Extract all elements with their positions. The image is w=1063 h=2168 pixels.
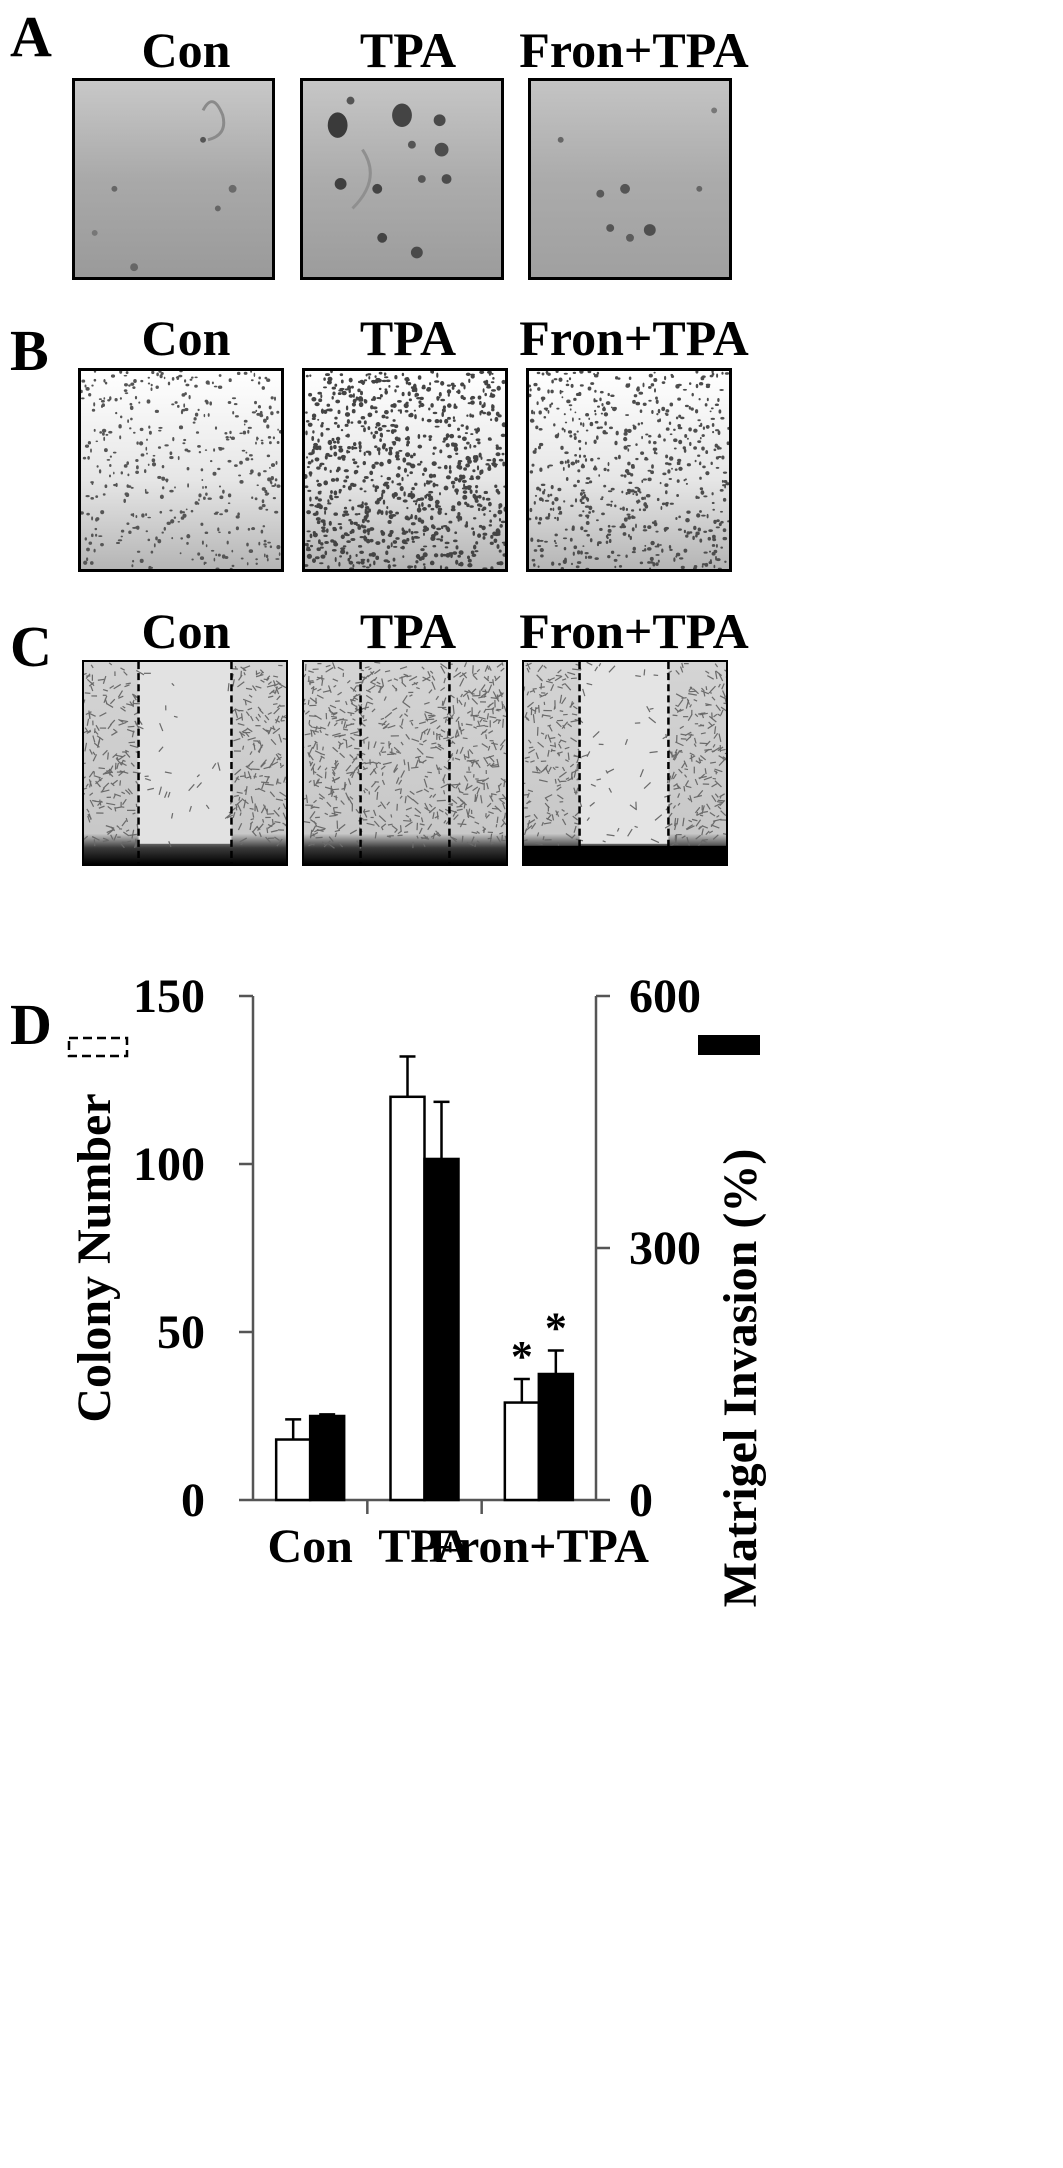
- panel-b-image-tpa: [302, 368, 508, 572]
- bar-filled-1: [423, 1157, 460, 1502]
- bar-open-0: [274, 1438, 312, 1502]
- panel-c-image-fron-tpa: [522, 660, 728, 866]
- x-tick-label-1: TPA: [378, 1520, 471, 1573]
- panel-d-letter: D: [10, 992, 52, 1057]
- y-axis-title: Colony Number: [68, 1093, 121, 1422]
- panel-c-letter: C: [10, 614, 52, 679]
- panel-b-letter: B: [10, 318, 49, 383]
- left-tick-label-3: 150: [133, 970, 205, 1023]
- panel-b-image-fron-tpa: [526, 368, 732, 572]
- significance-mark-0: *: [511, 1332, 533, 1381]
- panel-b-label-con: Con: [141, 310, 231, 366]
- legend-filled-box: [698, 1035, 760, 1055]
- panel-b-label-tpa: TPA: [359, 310, 457, 366]
- panel-a-image-tpa: [300, 78, 504, 280]
- panel-b-image-con: [78, 368, 284, 572]
- panel-a-image-con: [72, 78, 275, 280]
- left-tick-label-2: 100: [133, 1138, 205, 1191]
- panel-b-label-fron-tpa: Fron+TPA: [519, 310, 749, 366]
- right-tick-label-2: 600: [629, 970, 701, 1023]
- panel-c-image-con: [82, 660, 288, 866]
- panel-c-image-tpa: [302, 660, 508, 866]
- x-tick-label-0: Con: [267, 1520, 352, 1573]
- left-tick-label-1: 50: [157, 1306, 205, 1359]
- panel-a-image-fron-tpa: [528, 78, 732, 280]
- panel-a-label-tpa: TPA: [359, 22, 457, 78]
- bar-filled-0: [308, 1414, 346, 1502]
- panel-a-label-con: Con: [141, 22, 231, 78]
- panel-a-letter: A: [10, 4, 52, 69]
- panel-a-label-fron-tpa: Fron+TPA: [519, 22, 749, 78]
- x-tick-label-2: Fron+TPA: [429, 1520, 650, 1573]
- bar-open-1: [389, 1095, 426, 1502]
- bar-filled-2: [537, 1372, 575, 1502]
- legend-open-box: [67, 1036, 129, 1058]
- right-tick-label-1: 300: [629, 1222, 701, 1275]
- bar-open-2: [503, 1401, 541, 1502]
- y2-axis-title: Matrigel Invasion (%): [714, 1149, 767, 1608]
- panel-c-label-fron-tpa: Fron+TPA: [519, 603, 749, 659]
- right-tick-label-0: 0: [629, 1474, 653, 1527]
- panel-c-label-tpa: TPA: [359, 603, 457, 659]
- significance-mark-1: *: [545, 1303, 567, 1352]
- panel-c-label-con: Con: [141, 603, 231, 659]
- left-tick-label-0: 0: [181, 1474, 205, 1527]
